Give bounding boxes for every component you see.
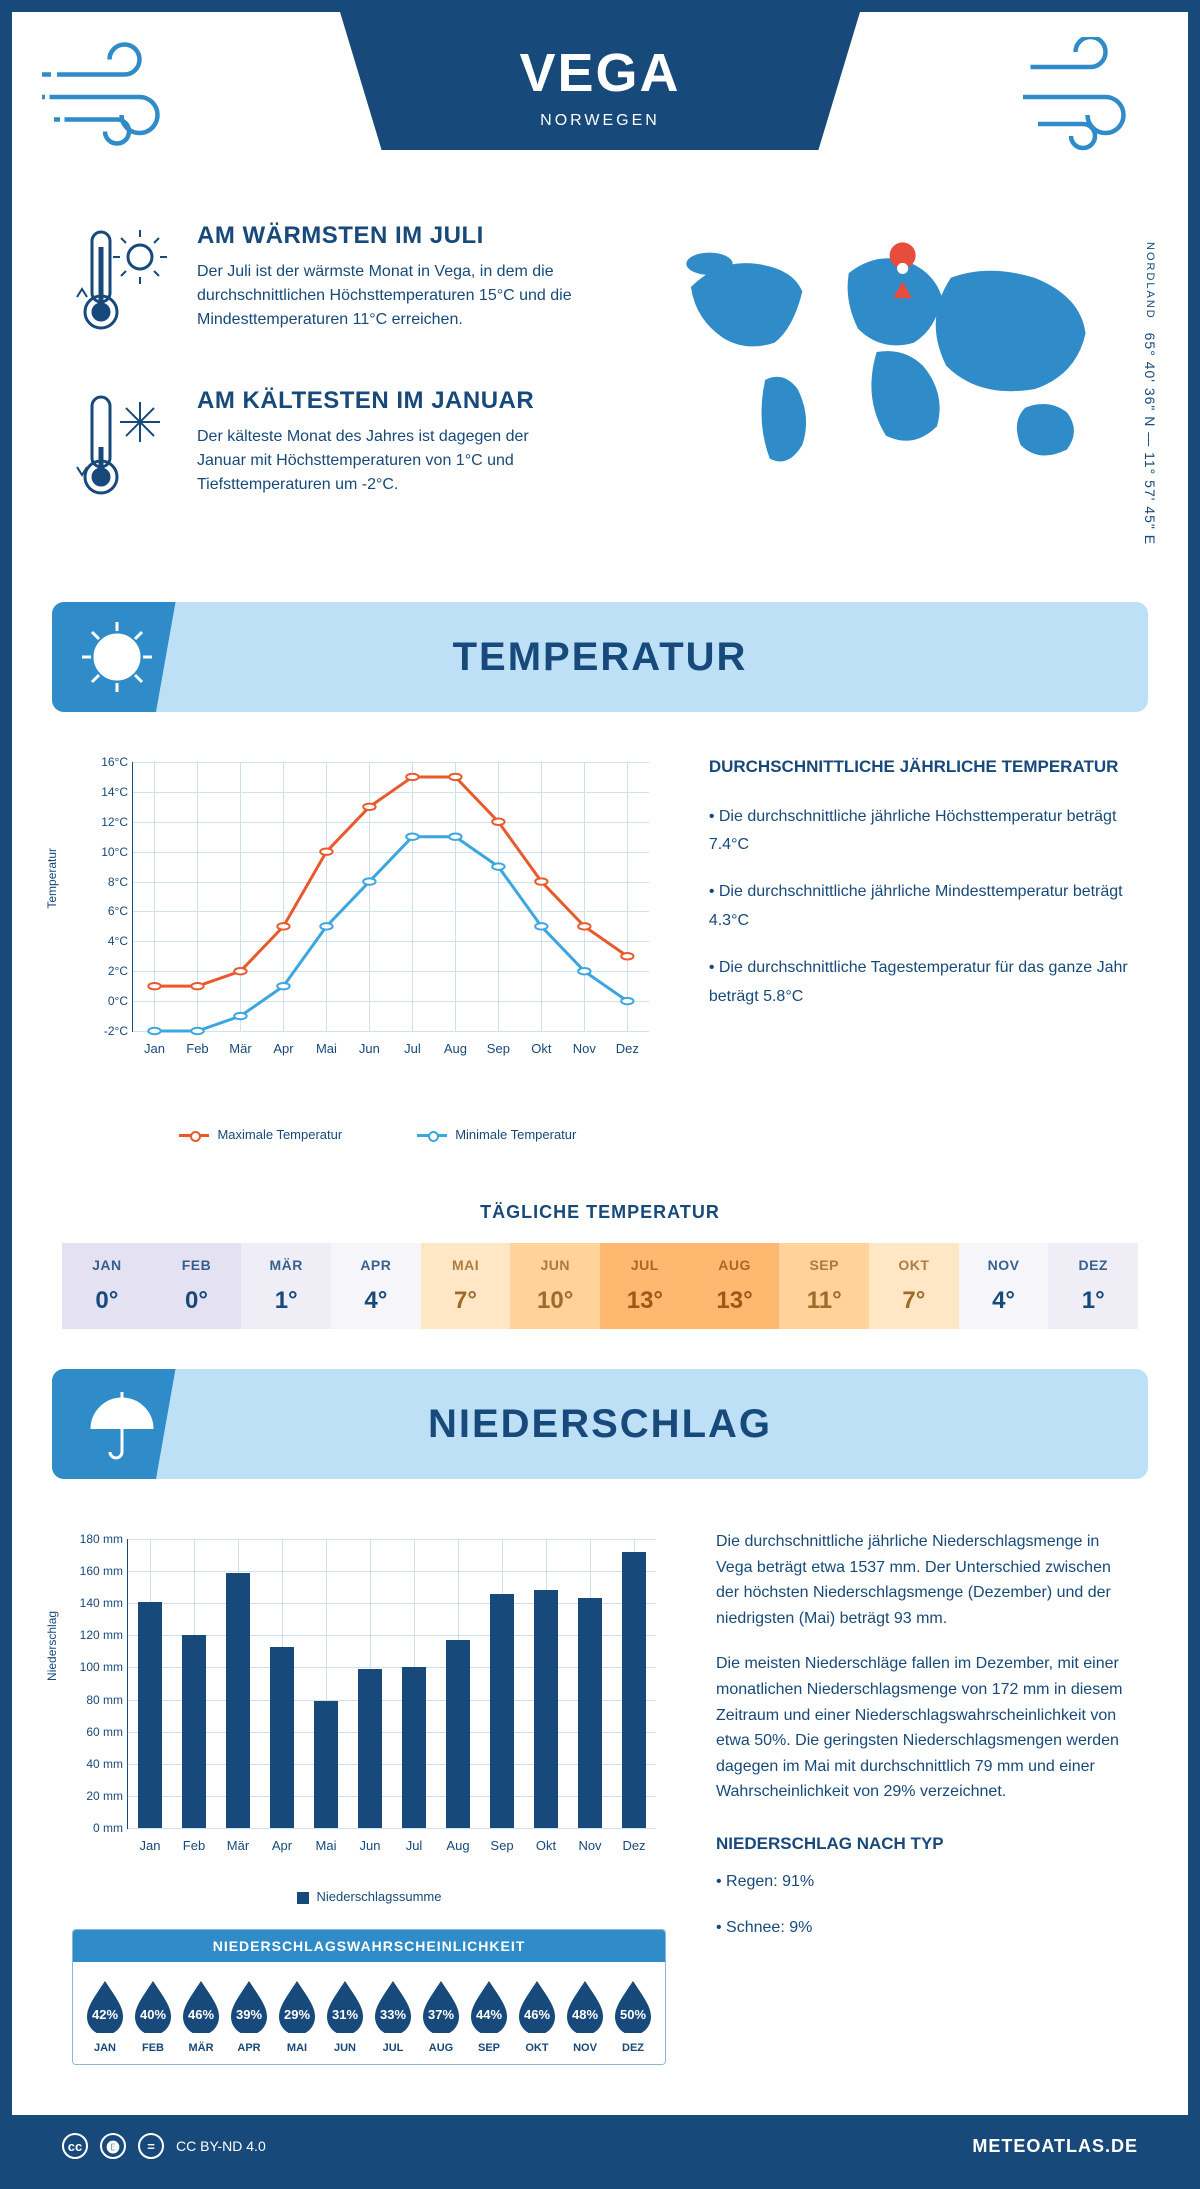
warmest-title: AM WÄRMSTEN IM JULI xyxy=(197,222,577,250)
coords-value: 65° 40' 36" N — 11° 57' 45" E xyxy=(1142,333,1158,545)
summary-item: • Die durchschnittliche jährliche Höchst… xyxy=(709,803,1128,861)
temperature-line-chart: Temperatur -2°C0°C2°C4°C6°C8°C10°C12°C14… xyxy=(72,752,659,1142)
daily-temp-row: JAN0°FEB0°MÄR1°APR4°MAI7°JUN10°JUL13°AUG… xyxy=(62,1243,1138,1329)
thermometer-sun-icon xyxy=(72,222,172,347)
summary-para: Die durchschnittliche jährliche Niedersc… xyxy=(716,1529,1128,1631)
summary-title: DURCHSCHNITTLICHE JÄHRLICHE TEMPERATUR xyxy=(709,752,1128,783)
y-axis-label: Niederschlag xyxy=(45,1611,59,1681)
type-item: • Schnee: 9% xyxy=(716,1915,1128,1941)
by-icon: 🅔 xyxy=(100,2133,126,2159)
daily-cell: NOV4° xyxy=(959,1243,1049,1329)
temperature-header: TEMPERATUR xyxy=(52,602,1148,712)
daily-cell: FEB0° xyxy=(152,1243,242,1329)
world-map-icon xyxy=(644,222,1128,482)
svg-text:46%: 46% xyxy=(524,2007,550,2022)
daily-cell: JAN0° xyxy=(62,1243,152,1329)
title-ribbon: VEGA NORWEGEN xyxy=(340,12,860,150)
probability-drop: 29%MAI xyxy=(273,1977,321,2054)
temperature-summary: DURCHSCHNITTLICHE JÄHRLICHE TEMPERATUR •… xyxy=(709,752,1128,1142)
legend-label: Niederschlagssumme xyxy=(317,1889,442,1904)
probability-drop: 40%FEB xyxy=(129,1977,177,2054)
svg-text:48%: 48% xyxy=(572,2007,598,2022)
daily-cell: JUN10° xyxy=(510,1243,600,1329)
country-name: NORWEGEN xyxy=(360,112,840,130)
svg-text:31%: 31% xyxy=(332,2007,358,2022)
warmest-text: Der Juli ist der wärmste Monat in Vega, … xyxy=(197,260,577,332)
svg-text:46%: 46% xyxy=(188,2007,214,2022)
precipitation-summary: Die durchschnittliche jährliche Niedersc… xyxy=(716,1529,1128,2065)
type-item: • Regen: 91% xyxy=(716,1869,1128,1895)
thermometer-snow-icon xyxy=(72,387,172,512)
svg-text:33%: 33% xyxy=(380,2007,406,2022)
section-title: NIEDERSCHLAG xyxy=(428,1402,772,1447)
probability-drop: 48%NOV xyxy=(561,1977,609,2054)
coldest-text: Der kälteste Monat des Jahres ist dagege… xyxy=(197,425,577,497)
daily-cell: JUL13° xyxy=(600,1243,690,1329)
chart-legend: Niederschlagssumme xyxy=(72,1889,666,1904)
nd-icon: = xyxy=(138,2133,164,2159)
daily-cell: MÄR1° xyxy=(241,1243,331,1329)
probability-drop: 44%SEP xyxy=(465,1977,513,2054)
probability-title: NIEDERSCHLAGSWAHRSCHEINLICHKEIT xyxy=(73,1930,665,1962)
wind-icon xyxy=(42,37,192,157)
license-text: CC BY-ND 4.0 xyxy=(176,2138,266,2154)
license-info: cc 🅔 = CC BY-ND 4.0 xyxy=(62,2133,266,2159)
type-title: NIEDERSCHLAG NACH TYP xyxy=(716,1830,1128,1857)
probability-drop: 46%MÄR xyxy=(177,1977,225,2054)
daily-cell: APR4° xyxy=(331,1243,421,1329)
probability-drop: 42%JAN xyxy=(81,1977,129,2054)
coordinates: NORDLAND 65° 40' 36" N — 11° 57' 45" E xyxy=(1142,242,1158,545)
summary-para: Die meisten Niederschläge fallen im Deze… xyxy=(716,1651,1128,1805)
region-label: NORDLAND xyxy=(1144,242,1156,320)
page: VEGA NORWEGEN xyxy=(0,0,1200,2189)
daily-cell: MAI7° xyxy=(421,1243,511,1329)
summary-item: • Die durchschnittliche Tagestemperatur … xyxy=(709,954,1128,1012)
cc-icon: cc xyxy=(62,2133,88,2159)
svg-text:42%: 42% xyxy=(92,2007,118,2022)
probability-drop: 31%JUN xyxy=(321,1977,369,2054)
svg-text:39%: 39% xyxy=(236,2007,262,2022)
svg-text:50%: 50% xyxy=(620,2007,646,2022)
umbrella-icon xyxy=(52,1369,182,1479)
svg-text:29%: 29% xyxy=(284,2007,310,2022)
daily-cell: DEZ1° xyxy=(1048,1243,1138,1329)
chart-legend: Maximale TemperaturMinimale Temperatur xyxy=(72,1127,659,1142)
svg-text:44%: 44% xyxy=(476,2007,502,2022)
city-name: VEGA xyxy=(360,42,840,104)
daily-cell: SEP11° xyxy=(779,1243,869,1329)
intro-section: AM WÄRMSTEN IM JULI Der Juli ist der wär… xyxy=(12,182,1188,582)
sun-icon xyxy=(52,602,182,712)
site-name: METEOATLAS.DE xyxy=(972,2136,1138,2157)
coldest-title: AM KÄLTESTEN IM JANUAR xyxy=(197,387,577,415)
section-title: TEMPERATUR xyxy=(453,635,748,680)
probability-drop: 46%OKT xyxy=(513,1977,561,2054)
y-axis-label: Temperatur xyxy=(45,848,59,909)
probability-drop: 50%DEZ xyxy=(609,1977,657,2054)
precipitation-probability: NIEDERSCHLAGSWAHRSCHEINLICHKEIT 42%JAN40… xyxy=(72,1929,666,2065)
daily-cell: AUG13° xyxy=(690,1243,780,1329)
summary-item: • Die durchschnittliche jährliche Mindes… xyxy=(709,878,1128,936)
probability-drop: 39%APR xyxy=(225,1977,273,2054)
warmest-fact: AM WÄRMSTEN IM JULI Der Juli ist der wär… xyxy=(72,222,604,347)
footer: cc 🅔 = CC BY-ND 4.0 METEOATLAS.DE xyxy=(12,2115,1188,2177)
daily-cell: OKT7° xyxy=(869,1243,959,1329)
svg-text:40%: 40% xyxy=(140,2007,166,2022)
probability-drop: 37%AUG xyxy=(417,1977,465,2054)
coldest-fact: AM KÄLTESTEN IM JANUAR Der kälteste Mona… xyxy=(72,387,604,512)
header: VEGA NORWEGEN xyxy=(12,12,1188,182)
daily-temp-title: TÄGLICHE TEMPERATUR xyxy=(12,1202,1188,1223)
svg-text:37%: 37% xyxy=(428,2007,454,2022)
probability-drop: 33%JUL xyxy=(369,1977,417,2054)
precipitation-bar-chart: Niederschlag 0 mm20 mm40 mm60 mm80 mm100… xyxy=(72,1529,666,1889)
precipitation-header: NIEDERSCHLAG xyxy=(52,1369,1148,1479)
wind-icon xyxy=(1008,37,1158,157)
